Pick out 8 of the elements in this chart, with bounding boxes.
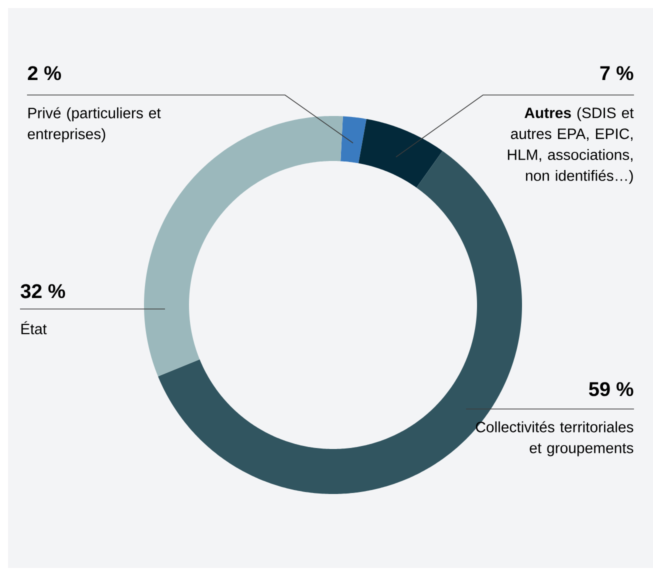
data-label: 59 %	[588, 382, 634, 396]
slice-label: Autres (SDIS et autres EPA, EPIC, HLM, associations, non identifiés…)	[508, 107, 634, 184]
slice-label: Collectivités territoriales et groupements	[476, 421, 634, 456]
data-label: 32 %	[20, 284, 66, 298]
slice-label: Privé (particuliers et entreprises)	[28, 107, 161, 142]
data-label: 7 %	[600, 66, 634, 80]
slice-label: État	[21, 321, 47, 334]
data-label: 2 %	[28, 66, 61, 80]
